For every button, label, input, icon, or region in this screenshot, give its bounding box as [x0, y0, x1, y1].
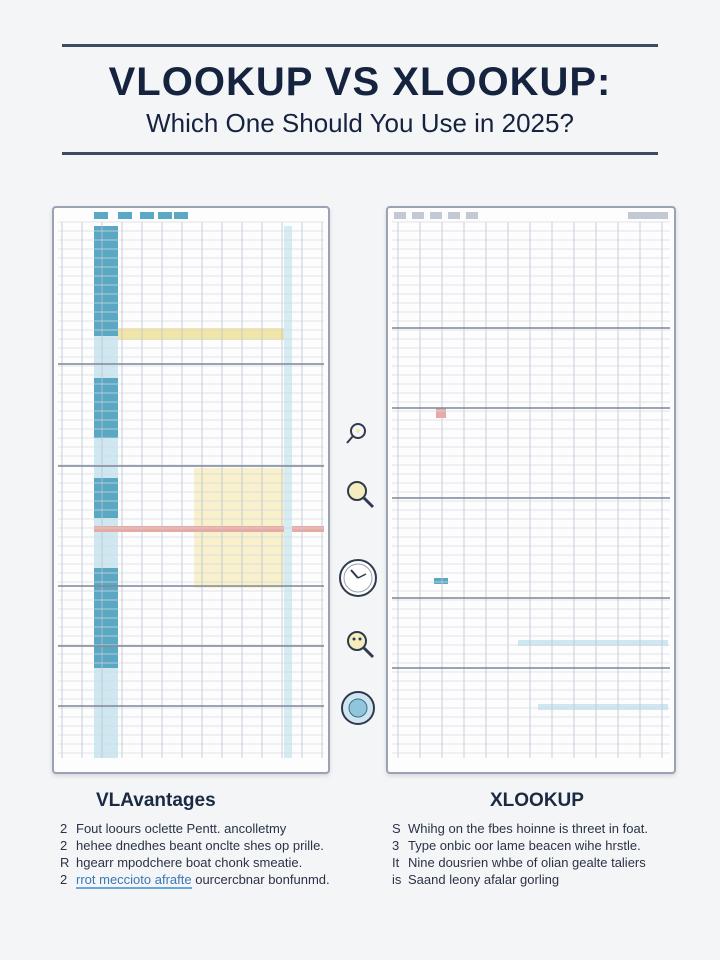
- lookup-column-band: [94, 378, 118, 438]
- header-tab: [140, 212, 154, 219]
- page-subtitle: Which One Should You Use in 2025?: [146, 108, 574, 138]
- highlight-row: [118, 328, 288, 340]
- header-tab: [466, 212, 478, 219]
- lookup-column-band: [94, 226, 118, 336]
- highlight-row: [94, 526, 324, 532]
- vlookup-list: 2 Fout loours oclette Pentt. ancolletmy 2…: [60, 820, 360, 889]
- marker-cell: [434, 578, 448, 584]
- vlookup-heading: VLAvantages: [96, 790, 216, 811]
- header-tab: [412, 212, 424, 219]
- header-tab: [430, 212, 442, 219]
- list-item: 2 Fout loours oclette Pentt. ancolletmy: [60, 821, 287, 836]
- key-icon: [336, 414, 376, 454]
- list-item: 3 Type onbic oor lame beacen wihe hrstle.: [392, 838, 641, 853]
- highlighted-text: rrot meccioto afrafte: [76, 872, 192, 889]
- xlookup-grid: [392, 212, 670, 758]
- bottom-rule: [62, 152, 658, 155]
- header-tab: [118, 212, 132, 219]
- circle-badge-icon: [338, 688, 378, 728]
- list-item: is Saand leony afalar gorling: [392, 872, 560, 887]
- lookup-column-band: [94, 598, 118, 668]
- lookup-column-band: [94, 478, 118, 518]
- highlight-row: [518, 640, 668, 646]
- top-rule: [62, 44, 658, 47]
- header-tab: [628, 212, 668, 219]
- magnifier-icon: [340, 474, 380, 514]
- vlookup-grid: [58, 212, 324, 758]
- marker-cell: [436, 408, 446, 418]
- vlookup-spreadsheet: [52, 206, 330, 774]
- header-tab: [174, 212, 188, 219]
- highlight-row: [538, 704, 668, 710]
- magnifier-icon: [340, 624, 380, 664]
- xlookup-heading: XLOOKUP: [490, 790, 584, 811]
- header-tab: [158, 212, 172, 219]
- header-tab: [94, 212, 108, 219]
- list-item: S Whihg on the fbes hoinne is threet in f…: [392, 821, 648, 836]
- list-item: 2 rrot meccioto afrafte ourcercbnar bonfu…: [60, 872, 330, 889]
- xlookup-list: S Whihg on the fbes hoinne is threet in f…: [392, 820, 692, 888]
- page-title: VLOOKUP VS XLOOKUP:: [108, 60, 612, 104]
- clock-gauge-icon: [336, 556, 380, 600]
- xlookup-spreadsheet: [386, 206, 676, 774]
- list-item: 2 hehee dnedhes beant onclte shes op pril…: [60, 838, 324, 853]
- list-item: It Nine dousrien whbe of olian gealte tal…: [392, 855, 646, 870]
- header-tab: [394, 212, 406, 219]
- header-tab: [448, 212, 460, 219]
